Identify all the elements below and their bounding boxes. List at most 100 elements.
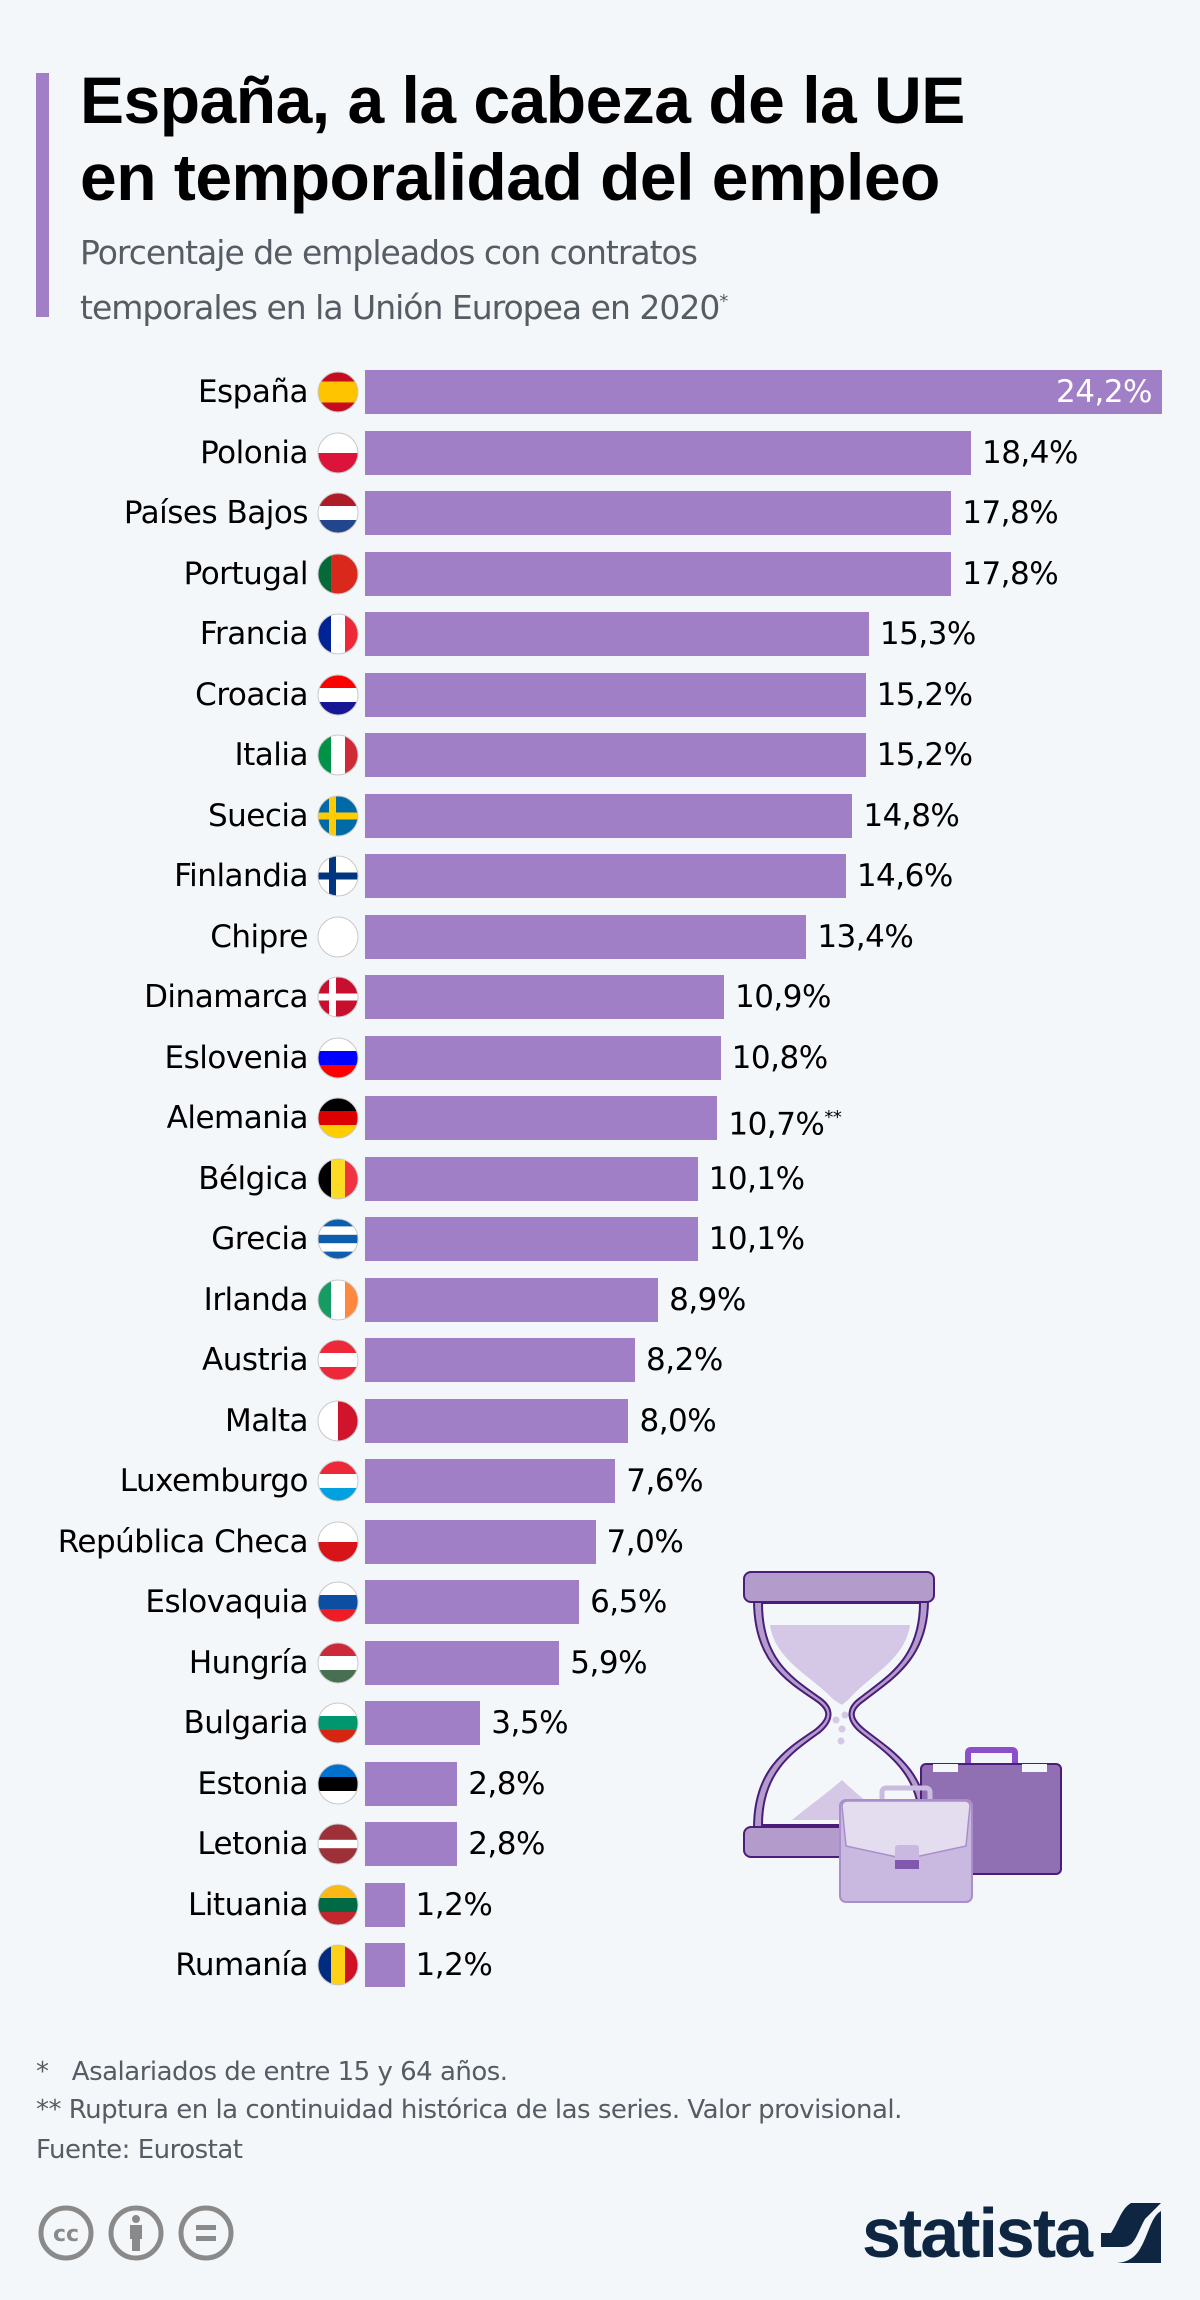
category-label: Eslovenia bbox=[164, 1039, 309, 1076]
category-label: Alemania bbox=[166, 1100, 309, 1136]
flag-icon bbox=[317, 371, 359, 413]
flag-icon bbox=[317, 1218, 359, 1260]
value-label: 18,4% bbox=[981, 434, 1078, 471]
statista-logo-icon bbox=[1101, 2203, 1162, 2263]
bar-row: Austria 8,2% bbox=[0, 1338, 1200, 1382]
flag-icon bbox=[317, 674, 359, 715]
bar bbox=[365, 1156, 698, 1201]
bar-row: Rumanía 1,2% bbox=[0, 1943, 1200, 1987]
bar-row: República Checa 7,0% bbox=[0, 1519, 1200, 1564]
flag-icon bbox=[317, 1158, 359, 1199]
bar bbox=[365, 1701, 481, 1745]
flag-icon bbox=[317, 1763, 359, 1804]
category-label: Países Bajos bbox=[123, 495, 309, 531]
attribution-icon[interactable] bbox=[108, 2205, 164, 2261]
value-label: 2,8% bbox=[468, 1765, 545, 1802]
category-label: Letonia bbox=[197, 1826, 308, 1862]
subtitle: Porcentaje de empleados con contratos te… bbox=[80, 228, 1080, 332]
value-label: 17,8% bbox=[962, 495, 1059, 531]
title-accent-bar bbox=[36, 73, 49, 317]
value-label: 6,5% bbox=[590, 1584, 667, 1620]
bar bbox=[365, 1640, 560, 1685]
value-label: 10,8% bbox=[731, 1039, 828, 1076]
footnote-1: * Asalariados de entre 15 y 64 años. bbox=[36, 2057, 508, 2087]
bar bbox=[365, 1459, 616, 1503]
flag-icon bbox=[317, 734, 359, 776]
category-label: Lituania bbox=[188, 1886, 308, 1923]
bar-row: Letonia 2,8% bbox=[0, 1822, 1200, 1866]
value-label: 24,2% bbox=[1056, 374, 1152, 410]
category-label: Dinamarca bbox=[144, 979, 308, 1015]
category-label: Austria bbox=[201, 1342, 309, 1378]
category-label: Estonia bbox=[197, 1765, 308, 1802]
bar bbox=[365, 430, 971, 475]
bar bbox=[365, 1822, 458, 1866]
category-label: Francia bbox=[199, 616, 309, 652]
value-label: 8,0% bbox=[639, 1402, 717, 1439]
flag-icon bbox=[317, 1460, 359, 1502]
bar-row: Grecia 10,1% bbox=[0, 1217, 1200, 1261]
category-label: Rumanía bbox=[175, 1947, 308, 1983]
bar bbox=[365, 1519, 596, 1564]
bar bbox=[365, 1580, 580, 1624]
subtitle-line-2-text: temporales en la Unión Europea en 2020 bbox=[80, 288, 720, 327]
title-line-1: España, a la cabeza de la UE bbox=[80, 63, 965, 137]
bar-row: Italia 15,2% bbox=[0, 733, 1200, 777]
source: Fuente: Eurostat bbox=[36, 2135, 243, 2165]
statista-logo-text: statista bbox=[862, 2194, 1093, 2272]
bar-row: Eslovenia 10,8% bbox=[0, 1035, 1200, 1080]
flag-icon bbox=[317, 1823, 359, 1865]
category-label: Malta bbox=[224, 1402, 309, 1439]
bar bbox=[365, 672, 866, 717]
bar bbox=[365, 1096, 718, 1140]
title-line-2: en temporalidad del empleo bbox=[80, 140, 940, 214]
bar bbox=[365, 1338, 636, 1382]
bar-row: Francia 15,3% bbox=[0, 612, 1200, 656]
bar bbox=[365, 1943, 405, 1987]
subtitle-line-2: temporales en la Unión Europea en 2020* bbox=[80, 277, 1080, 332]
bar-row: Malta 8,0% bbox=[0, 1398, 1200, 1443]
bar bbox=[365, 370, 1162, 414]
category-label: Hungría bbox=[188, 1644, 309, 1681]
flag-icon bbox=[317, 916, 359, 957]
footnote-2: ** Ruptura en la continuidad histórica d… bbox=[36, 2095, 902, 2125]
bar-row: Hungría 5,9% bbox=[0, 1640, 1200, 1685]
value-label: 5,9% bbox=[570, 1644, 648, 1681]
bar bbox=[365, 1398, 629, 1443]
bar bbox=[365, 854, 846, 898]
hourglass-briefcase-illustration bbox=[743, 1571, 1062, 1903]
category-label: Irlanda bbox=[203, 1281, 309, 1318]
value-label: 1,2% bbox=[415, 1886, 493, 1923]
cc-icon[interactable]: cc bbox=[38, 2205, 94, 2261]
flag-icon bbox=[317, 492, 359, 534]
bar-row: Estonia 2,8% bbox=[0, 1761, 1200, 1806]
statista-logo[interactable]: statista bbox=[862, 2194, 1162, 2272]
bar-row: Portugal 17,8% bbox=[0, 551, 1200, 596]
value-label: 17,8% bbox=[962, 555, 1059, 592]
value-label: 14,8% bbox=[863, 797, 960, 834]
value-label: 10,7%** bbox=[728, 1106, 842, 1143]
bar-row: Chipre 13,4% bbox=[0, 914, 1200, 959]
category-label: Chipre bbox=[210, 918, 308, 955]
category-label: Suecia bbox=[207, 797, 309, 834]
flag-icon bbox=[317, 1642, 359, 1683]
bar-row: Finlandia 14,6% bbox=[0, 854, 1200, 898]
bar-row: Luxemburgo 7,6% bbox=[0, 1459, 1200, 1503]
svg-text:cc: cc bbox=[53, 2222, 79, 2247]
bar-row: Dinamarca 10,9% bbox=[0, 975, 1200, 1019]
value-label: 1,2% bbox=[415, 1947, 493, 1983]
page-title: España, a la cabeza de la UE en temporal… bbox=[80, 62, 1180, 216]
bar-row: Polonia 18,4% bbox=[0, 430, 1200, 475]
value-label: 15,2% bbox=[876, 676, 973, 713]
category-label: Portugal bbox=[183, 555, 309, 592]
category-label: Italia bbox=[234, 737, 308, 773]
flag-icon bbox=[317, 1097, 359, 1139]
value-label: 10,1% bbox=[708, 1221, 805, 1257]
value-label: 15,2% bbox=[876, 737, 973, 773]
bar bbox=[365, 733, 866, 777]
flag-icon bbox=[317, 1339, 359, 1381]
no-derivatives-icon[interactable] bbox=[178, 2205, 234, 2261]
value-label: 14,6% bbox=[856, 858, 953, 894]
flag-icon bbox=[317, 1702, 359, 1744]
category-label: España bbox=[197, 374, 309, 410]
